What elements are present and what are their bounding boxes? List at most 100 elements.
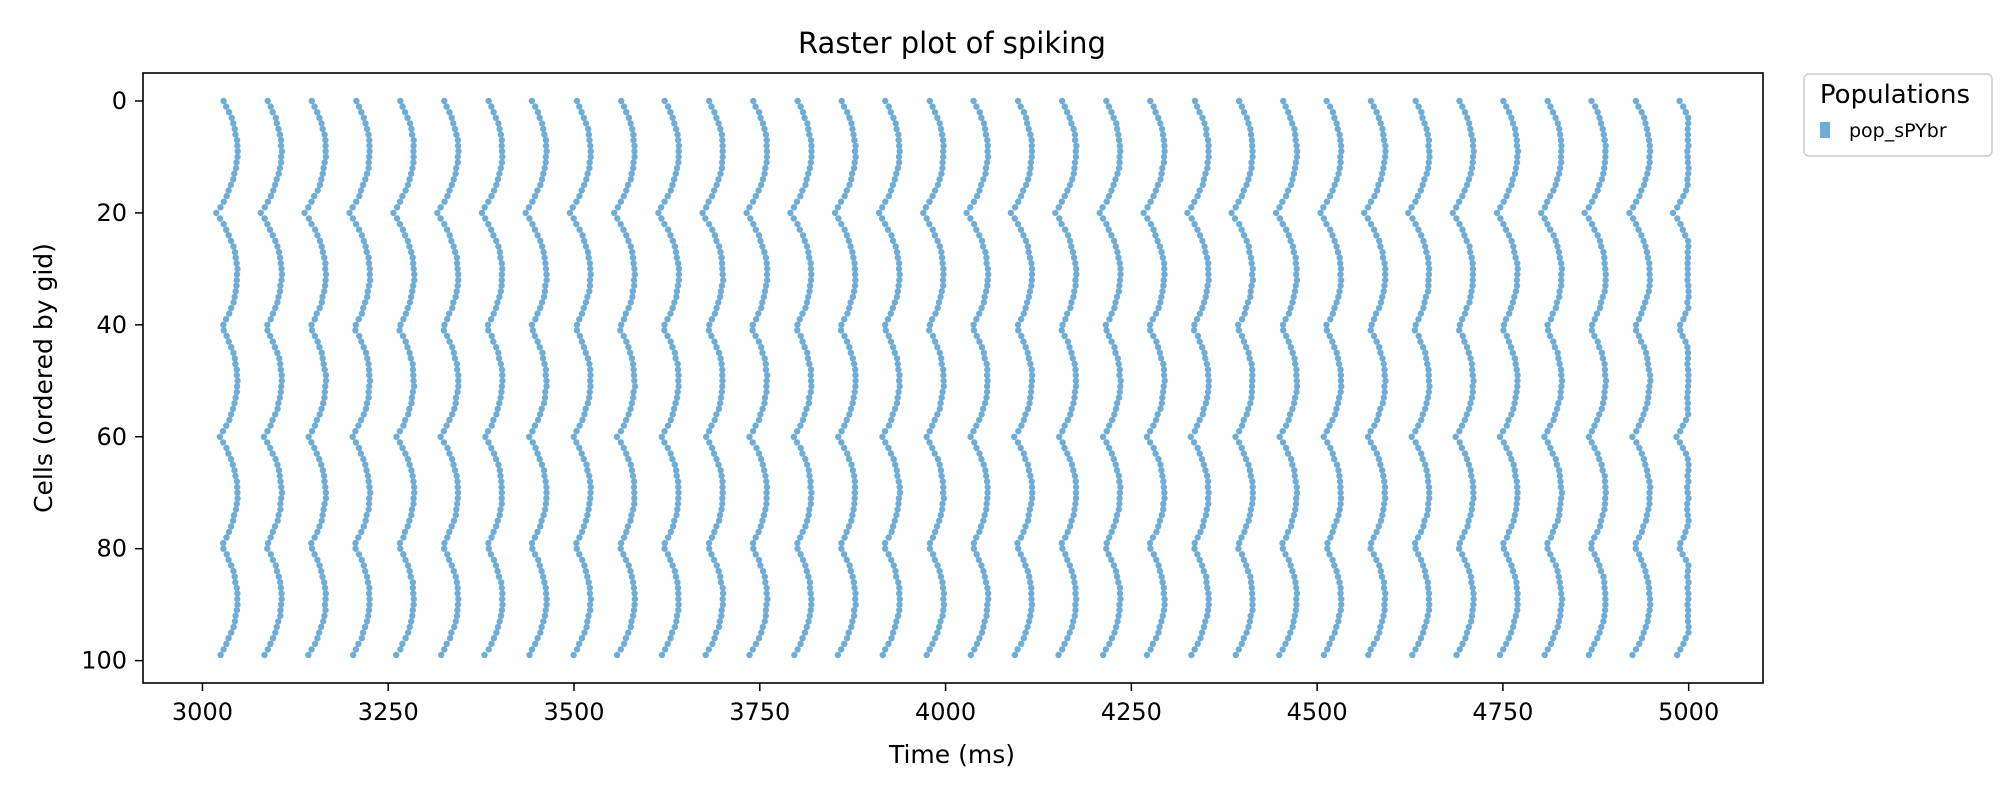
spike-point — [1469, 388, 1477, 396]
spike-point — [573, 539, 580, 547]
spike-point — [1238, 316, 1246, 323]
spike-point — [672, 248, 680, 256]
spike-point — [970, 539, 978, 547]
spike-point — [794, 220, 801, 228]
spike-point — [1116, 500, 1123, 508]
spike-point — [1205, 142, 1212, 149]
spike-point — [1417, 528, 1425, 536]
spike-point — [1331, 181, 1338, 189]
spike-point — [1249, 142, 1256, 149]
spike-point — [494, 567, 501, 575]
spike-point — [1292, 260, 1300, 267]
spike-point — [702, 651, 709, 659]
spike-point — [763, 478, 770, 485]
spike-point — [1238, 551, 1246, 558]
spike-point — [1115, 506, 1123, 513]
spike-point — [1684, 181, 1691, 189]
spike-point — [894, 360, 901, 368]
spike-point — [664, 422, 672, 429]
spike-point — [1684, 153, 1691, 161]
spike-point — [1552, 181, 1559, 189]
spike-point — [713, 562, 720, 569]
spike-point — [1248, 383, 1256, 390]
spike-point — [849, 125, 856, 133]
spike-point — [1420, 523, 1427, 530]
spike-point — [587, 372, 594, 379]
spike-point — [1011, 215, 1018, 222]
spike-point — [1635, 226, 1642, 233]
spike-point — [585, 506, 592, 513]
spike-point — [630, 366, 637, 373]
spike-point — [1417, 556, 1425, 564]
spike-point — [308, 428, 316, 435]
spike-point — [1287, 181, 1295, 189]
spike-point — [308, 545, 316, 552]
spike-point — [1240, 109, 1248, 116]
spike-point — [1599, 467, 1606, 474]
spike-point — [931, 338, 939, 345]
spike-point — [1412, 545, 1419, 552]
spike-point — [840, 551, 848, 558]
spike-point — [932, 310, 939, 317]
spike-point — [1674, 215, 1681, 222]
spike-point — [1503, 551, 1510, 558]
spike-point — [409, 584, 417, 592]
spike-point — [1072, 590, 1079, 597]
spike-point — [1055, 204, 1063, 211]
spike-point — [499, 377, 506, 384]
spike-point — [1205, 590, 1212, 597]
spike-point — [1381, 366, 1388, 373]
spike-point — [931, 187, 939, 194]
spike-point — [891, 405, 899, 412]
spike-point — [620, 422, 628, 429]
spike-point — [454, 584, 461, 592]
spike-point — [584, 355, 592, 362]
spike-point — [1159, 288, 1166, 295]
spike-point — [1247, 125, 1254, 133]
spike-point — [499, 590, 506, 597]
spike-point — [1551, 629, 1559, 636]
spike-point — [434, 209, 441, 217]
spike-point — [984, 265, 991, 273]
spike-point — [794, 646, 801, 653]
spike-point — [231, 573, 238, 580]
spike-point — [759, 349, 766, 356]
spike-point — [719, 584, 726, 592]
spike-point — [984, 366, 991, 373]
spike-point — [983, 260, 990, 267]
spike-point — [1337, 159, 1344, 166]
spike-point — [1116, 276, 1124, 284]
spike-point — [808, 148, 815, 155]
spike-point — [1601, 472, 1608, 480]
spike-point — [675, 153, 682, 161]
spike-point — [365, 260, 373, 267]
spike-point — [627, 567, 634, 575]
spike-point — [849, 573, 856, 580]
spike-point — [1467, 618, 1475, 625]
spike-point — [233, 500, 240, 508]
spike-point — [617, 439, 625, 446]
spike-point — [409, 579, 417, 586]
spike-point — [1235, 545, 1242, 552]
spike-point — [674, 579, 681, 586]
spike-point — [1147, 545, 1154, 552]
spike-point — [408, 125, 415, 133]
spike-point — [709, 640, 716, 647]
spike-point — [316, 562, 323, 569]
spike-point — [1248, 282, 1255, 289]
spike-point — [1290, 400, 1298, 407]
spike-point — [438, 651, 445, 659]
spike-point — [847, 243, 854, 250]
spike-point — [529, 428, 536, 435]
spike-point — [891, 299, 898, 306]
spike-point — [587, 142, 594, 149]
spike-point — [278, 265, 285, 273]
spike-point — [1632, 539, 1640, 547]
spike-point — [1146, 439, 1154, 446]
spike-point — [1022, 114, 1030, 122]
spike-point — [542, 366, 550, 373]
spike-point — [453, 472, 460, 480]
spike-point — [495, 573, 503, 580]
spike-point — [223, 192, 230, 200]
spike-point — [497, 612, 505, 619]
